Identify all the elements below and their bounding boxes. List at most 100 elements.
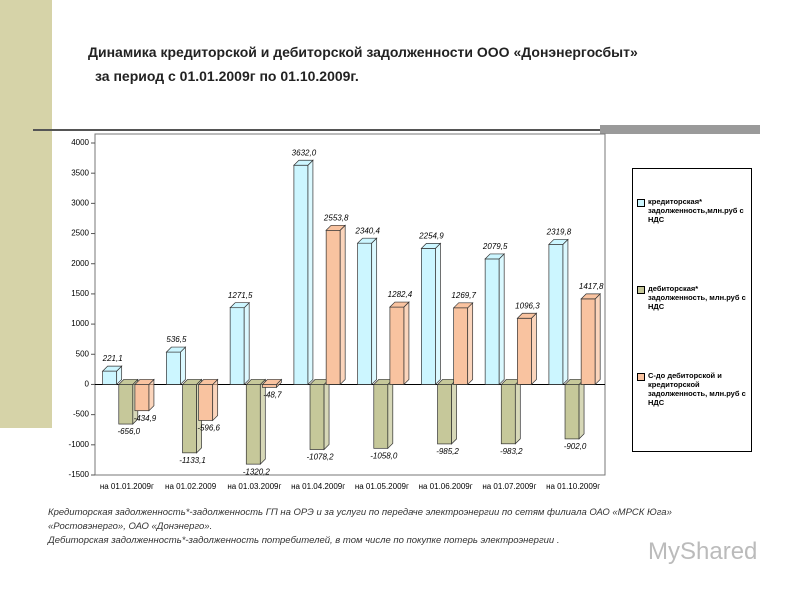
value-label: 2340,4 bbox=[354, 226, 380, 235]
bar-top bbox=[165, 346, 187, 353]
legend-label: С-до дебиторской и кредиторской задолжен… bbox=[648, 371, 746, 407]
x-tick-label: на 01.01.2009г bbox=[100, 482, 154, 491]
y-tick-label: 500 bbox=[76, 349, 90, 358]
value-label: 1096,3 bbox=[515, 301, 540, 310]
y-tick-label: 3500 bbox=[71, 168, 89, 177]
y-tick-label: 0 bbox=[85, 380, 90, 389]
y-tick-label: -500 bbox=[73, 410, 90, 419]
legend-swatch bbox=[637, 199, 645, 207]
bar-top bbox=[452, 302, 474, 309]
bar-side bbox=[387, 378, 394, 450]
bar-top bbox=[181, 379, 203, 385]
x-tick-label: на 01.10.2009г bbox=[546, 482, 600, 491]
bar-top bbox=[229, 302, 251, 309]
bar-top bbox=[516, 312, 538, 319]
bar bbox=[229, 307, 245, 385]
bar-side bbox=[451, 378, 457, 445]
bar bbox=[517, 317, 532, 385]
legend-swatch bbox=[637, 373, 645, 381]
value-label: 2319,8 bbox=[546, 228, 572, 237]
bar bbox=[437, 384, 452, 445]
bar bbox=[421, 247, 436, 385]
bar bbox=[373, 384, 389, 449]
value-label: 2254,9 bbox=[418, 231, 444, 240]
bar-top bbox=[197, 379, 219, 385]
x-tick-label: на 01.03.2009г bbox=[227, 482, 281, 491]
value-label: -1320,2 bbox=[243, 467, 271, 476]
legend-swatch bbox=[637, 286, 645, 294]
value-label: 1269,7 bbox=[451, 291, 476, 300]
value-label: -656,0 bbox=[117, 427, 140, 436]
bar bbox=[182, 384, 197, 454]
bar-side bbox=[403, 301, 410, 386]
y-tick-label: 2500 bbox=[71, 229, 89, 238]
y-tick-label: 1000 bbox=[71, 319, 89, 328]
value-label: 1271,5 bbox=[228, 291, 253, 300]
value-label: 1417,8 bbox=[579, 282, 604, 291]
bar-side bbox=[594, 293, 601, 386]
bar-top bbox=[293, 159, 314, 166]
bar bbox=[325, 229, 341, 385]
value-label: -983,2 bbox=[500, 447, 523, 456]
bar-top bbox=[101, 365, 123, 372]
value-label: 221,1 bbox=[102, 354, 123, 363]
value-label: -985,2 bbox=[436, 447, 459, 456]
bar bbox=[484, 258, 500, 385]
chart-title: Динамика кредиторской и дебиторской задо… bbox=[88, 44, 638, 60]
legend-entry: кредиторская* задолженность,млн.руб с НД… bbox=[637, 197, 747, 224]
bar bbox=[293, 164, 309, 385]
bar bbox=[580, 298, 596, 385]
y-tick-label: 1500 bbox=[71, 289, 89, 298]
bar bbox=[357, 242, 373, 385]
legend-entry: дебиторская* задолженность, млн.руб с НД… bbox=[637, 284, 747, 311]
notes: Кредиторская задолженность*-задолженност… bbox=[48, 506, 728, 548]
chart-subtitle: за период с 01.01.2009г по 01.10.2009г. bbox=[95, 68, 359, 84]
value-label: -434,9 bbox=[134, 414, 157, 423]
bar-side bbox=[243, 301, 250, 386]
value-label: 3632,0 bbox=[292, 148, 317, 157]
bar-top bbox=[484, 253, 506, 260]
value-label: -1078,2 bbox=[306, 453, 334, 462]
bar bbox=[102, 370, 118, 385]
x-tick-label: на 01.05.2009г bbox=[355, 482, 409, 491]
legend-label: кредиторская* задолженность,млн.руб с НД… bbox=[648, 197, 744, 224]
x-tick-label: на 01.07.2009г bbox=[482, 482, 536, 491]
value-label: 2553,8 bbox=[323, 213, 349, 222]
bar bbox=[262, 384, 277, 388]
bar bbox=[245, 384, 261, 465]
x-tick-label: на 01.04.2009г bbox=[291, 482, 345, 491]
bar bbox=[134, 384, 150, 412]
bar-side bbox=[339, 224, 346, 386]
bar bbox=[166, 351, 181, 385]
value-label: 536,5 bbox=[166, 335, 187, 344]
note: Дебиторская задолженность*-задолженность… bbox=[48, 535, 560, 546]
bar-side bbox=[307, 159, 314, 386]
bar-top bbox=[325, 224, 347, 231]
y-tick-label: -1500 bbox=[69, 470, 90, 479]
value-label: 2079,5 bbox=[482, 242, 508, 251]
bar-side bbox=[180, 346, 186, 386]
bar bbox=[548, 244, 564, 385]
bar-side bbox=[514, 378, 521, 445]
rule bbox=[33, 129, 760, 131]
bar bbox=[309, 384, 325, 450]
value-label: -48,7 bbox=[263, 391, 282, 400]
x-tick-label: на 01.02.2009 bbox=[165, 482, 217, 491]
bar bbox=[118, 384, 134, 425]
bar bbox=[198, 384, 214, 421]
legend: кредиторская* задолженность,млн.руб с НД… bbox=[632, 168, 752, 452]
bar-top bbox=[580, 293, 602, 300]
bar-top bbox=[261, 379, 283, 385]
value-label: -1058,0 bbox=[370, 451, 398, 460]
y-tick-label: 4000 bbox=[71, 138, 89, 147]
y-tick-label: 3000 bbox=[71, 198, 89, 207]
bar-top bbox=[245, 379, 267, 385]
legend-label: дебиторская* задолженность, млн.руб с НД… bbox=[648, 284, 746, 311]
value-label: -902,0 bbox=[564, 442, 587, 451]
bar bbox=[564, 384, 580, 440]
bar-side bbox=[323, 378, 330, 451]
bar-side bbox=[371, 237, 378, 386]
bar-top bbox=[117, 379, 139, 385]
